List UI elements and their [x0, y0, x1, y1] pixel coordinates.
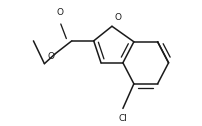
Text: O: O [47, 52, 54, 61]
Text: O: O [56, 8, 63, 17]
Text: Cl: Cl [119, 114, 127, 123]
Text: O: O [115, 13, 122, 22]
